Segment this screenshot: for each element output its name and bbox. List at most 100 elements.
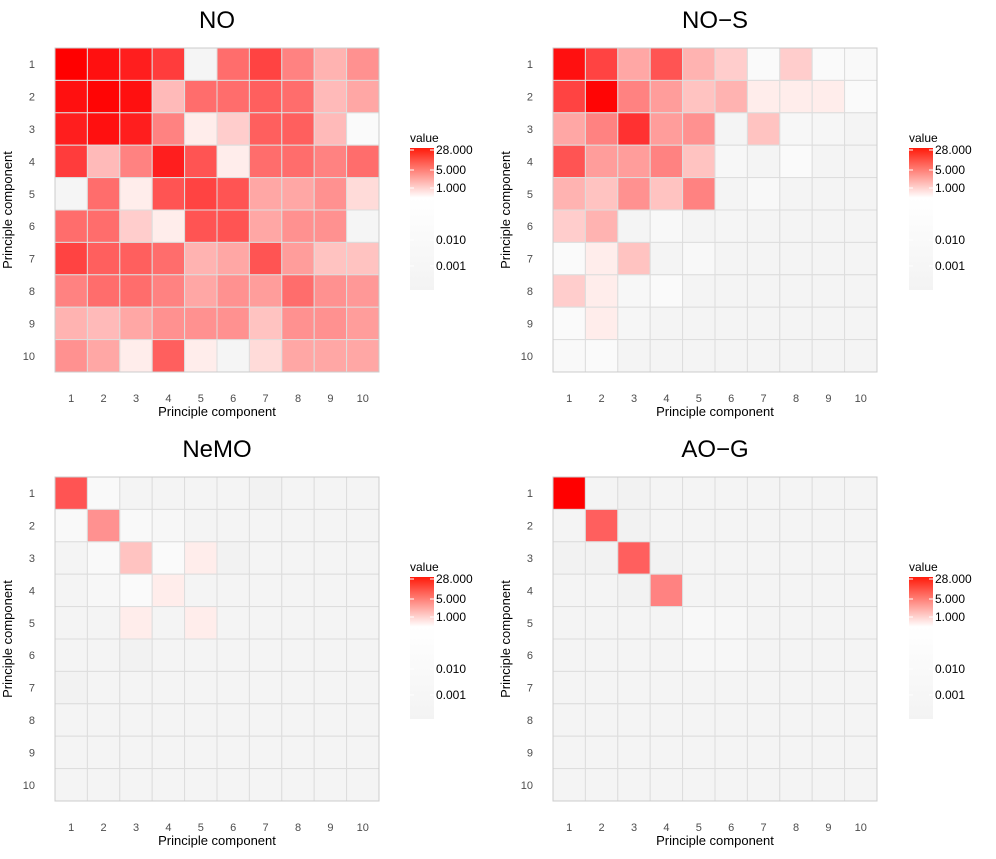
heatmap-cell	[811, 638, 846, 672]
heatmap-cell	[151, 112, 186, 146]
heatmap-cell	[746, 508, 781, 543]
heatmap-cell	[682, 209, 716, 243]
heatmap-cell	[617, 339, 651, 373]
heatmap-cell	[682, 670, 716, 705]
legend-colorbar	[410, 577, 434, 719]
heatmap-cell	[281, 209, 315, 243]
heatmap-cell	[649, 735, 684, 770]
heatmap-cell	[216, 112, 250, 146]
heatmap-cell	[552, 112, 586, 146]
heatmap-cell	[151, 339, 186, 373]
x-tick-label: 7	[761, 822, 767, 834]
y-tick-label: 8	[527, 715, 533, 727]
heatmap-cell	[216, 306, 250, 341]
heatmap-cell	[119, 768, 153, 802]
heatmap-cell	[151, 241, 186, 276]
heatmap-cell	[746, 541, 781, 575]
heatmap-cell	[313, 703, 348, 737]
x-tick-label: 6	[230, 822, 236, 834]
heatmap-cell	[86, 241, 121, 276]
heatmap-cell	[346, 144, 380, 179]
heatmap-cell	[811, 476, 846, 510]
heatmap-cell	[86, 735, 121, 770]
heatmap-cell	[617, 573, 651, 608]
heatmap-cell	[346, 703, 380, 737]
panel-title: NeMO	[182, 436, 251, 463]
heatmap-cell	[86, 339, 121, 373]
heatmap-cell	[119, 339, 153, 373]
heatmap-cell	[184, 508, 218, 543]
heatmap-cell	[346, 735, 380, 770]
heatmap-cell	[811, 241, 846, 276]
heatmap-cell	[714, 638, 748, 672]
heatmap-cell	[714, 339, 748, 373]
heatmap-cell	[811, 339, 846, 373]
x-tick-label: 1	[68, 393, 74, 405]
heatmap-cell	[184, 541, 218, 575]
heatmap-cell	[552, 606, 586, 640]
legend-tick-label: 0.001	[436, 688, 466, 702]
heatmap-cell	[346, 573, 380, 608]
y-tick-label: 7	[527, 683, 533, 695]
heatmap-cell	[151, 79, 186, 114]
heatmap-cell	[649, 508, 684, 543]
heatmap-cell	[248, 638, 283, 672]
heatmap-cell	[552, 306, 586, 341]
heatmap-cell	[151, 144, 186, 179]
heatmap-cell	[649, 670, 684, 705]
heatmap-cell	[811, 768, 846, 802]
x-tick-label: 1	[68, 822, 74, 834]
heatmap-cell	[682, 177, 716, 211]
panel-border	[552, 476, 878, 802]
x-tick-label: 7	[263, 393, 269, 405]
heatmap-cell	[844, 476, 878, 510]
legend-tick-label: 5.000	[935, 163, 965, 177]
heatmap-cell	[584, 339, 619, 373]
y-axis-label: Principle component	[498, 580, 513, 698]
heatmap-cell	[281, 47, 315, 81]
heatmap-cell	[54, 638, 88, 672]
heatmap-cell	[714, 241, 748, 276]
y-tick-label: 6	[527, 221, 533, 233]
heatmap-cell	[811, 703, 846, 737]
y-tick-label: 4	[527, 156, 533, 168]
heatmap-cell	[584, 670, 619, 705]
heatmap-cell	[617, 112, 651, 146]
heatmap-cell	[617, 177, 651, 211]
heatmap-cell	[617, 508, 651, 543]
heatmap-cell	[682, 241, 716, 276]
legend-tick-label: 0.010	[935, 233, 965, 247]
legend-tick-label: 0.001	[436, 259, 466, 273]
y-tick-label: 7	[29, 683, 35, 695]
heatmap-cell	[779, 47, 813, 81]
heatmap-cell	[584, 476, 619, 510]
heatmap-cell	[119, 144, 153, 179]
heatmap-cell	[119, 670, 153, 705]
y-tick-label: 10	[521, 780, 533, 792]
x-tick-label: 10	[855, 822, 867, 834]
heatmap-cell	[811, 306, 846, 341]
heatmap-cell	[811, 606, 846, 640]
x-tick-label: 3	[133, 393, 139, 405]
x-tick-label: 10	[357, 822, 369, 834]
heatmap-cell	[119, 541, 153, 575]
heatmap-cell	[649, 476, 684, 510]
heatmap-cell	[184, 703, 218, 737]
legend-tick-label: 28.000	[436, 572, 473, 586]
heatmap-cell	[54, 241, 88, 276]
heatmap-cell	[649, 606, 684, 640]
heatmap-cell	[86, 144, 121, 179]
heatmap-cell	[281, 768, 315, 802]
y-tick-label: 8	[29, 286, 35, 298]
heatmap-cell	[779, 177, 813, 211]
heatmap-cell	[248, 79, 283, 114]
heatmap-cell	[746, 306, 781, 341]
heatmap-cell	[617, 768, 651, 802]
heatmap-cell	[714, 541, 748, 575]
x-tick-label: 2	[101, 393, 107, 405]
heatmap-cell	[184, 339, 218, 373]
heatmap-cell	[184, 476, 218, 510]
heatmap-cell	[346, 177, 380, 211]
